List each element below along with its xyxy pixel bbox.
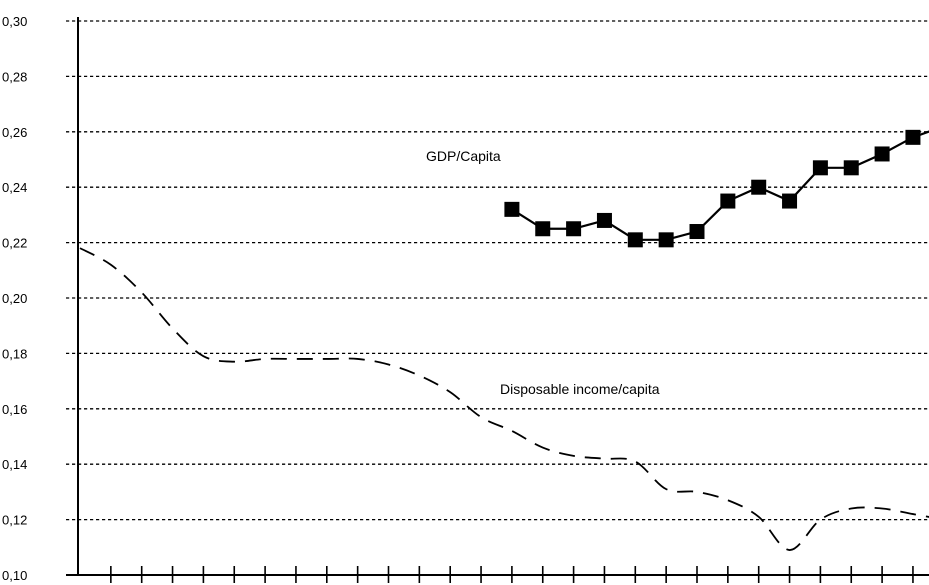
gridlines [66, 20, 929, 576]
gdp-marker-6 [689, 224, 705, 240]
gdp-marker-9 [782, 193, 798, 209]
disposable-income-series-line [79, 247, 929, 551]
gdp-marker-3 [596, 212, 612, 228]
y-tick-label-0: 0,10 [2, 568, 27, 583]
y-tick-label-3: 0,16 [2, 402, 27, 417]
y-tick-label-2: 0,14 [2, 457, 27, 472]
gdp-marker-12 [874, 146, 890, 162]
disposable-income-series-label: Disposable income/capita [500, 381, 660, 397]
gdp-marker-4 [627, 232, 643, 248]
gdp-marker-2 [566, 221, 582, 237]
y-tick-label-10: 0,30 [2, 14, 27, 29]
gdp-marker-13 [905, 129, 921, 145]
gdp-marker-11 [843, 160, 859, 176]
gdp-marker-5 [658, 232, 674, 248]
gdp-marker-10 [812, 160, 828, 176]
gdp-marker-0 [504, 201, 520, 217]
y-tick-label-4: 0,18 [2, 346, 27, 361]
y-tick-labels: 0,10 0,12 0,14 0,16 0,18 0,20 0,22 0,24 0,26 0,28… [2, 14, 27, 583]
y-tick-label-7: 0,24 [2, 180, 27, 195]
gdp-marker-1 [535, 221, 551, 237]
y-tick-label-9: 0,28 [2, 69, 27, 84]
y-tick-label-1: 0,12 [2, 513, 27, 528]
gdp-markers [504, 129, 921, 248]
y-tick-label-5: 0,20 [2, 291, 27, 306]
y-tick-label-8: 0,26 [2, 125, 27, 140]
gdp-marker-7 [720, 193, 736, 209]
y-tick-label-6: 0,22 [2, 236, 27, 251]
gdp-marker-8 [751, 179, 767, 195]
gdp-series-label: GDP/Capita [426, 148, 501, 164]
